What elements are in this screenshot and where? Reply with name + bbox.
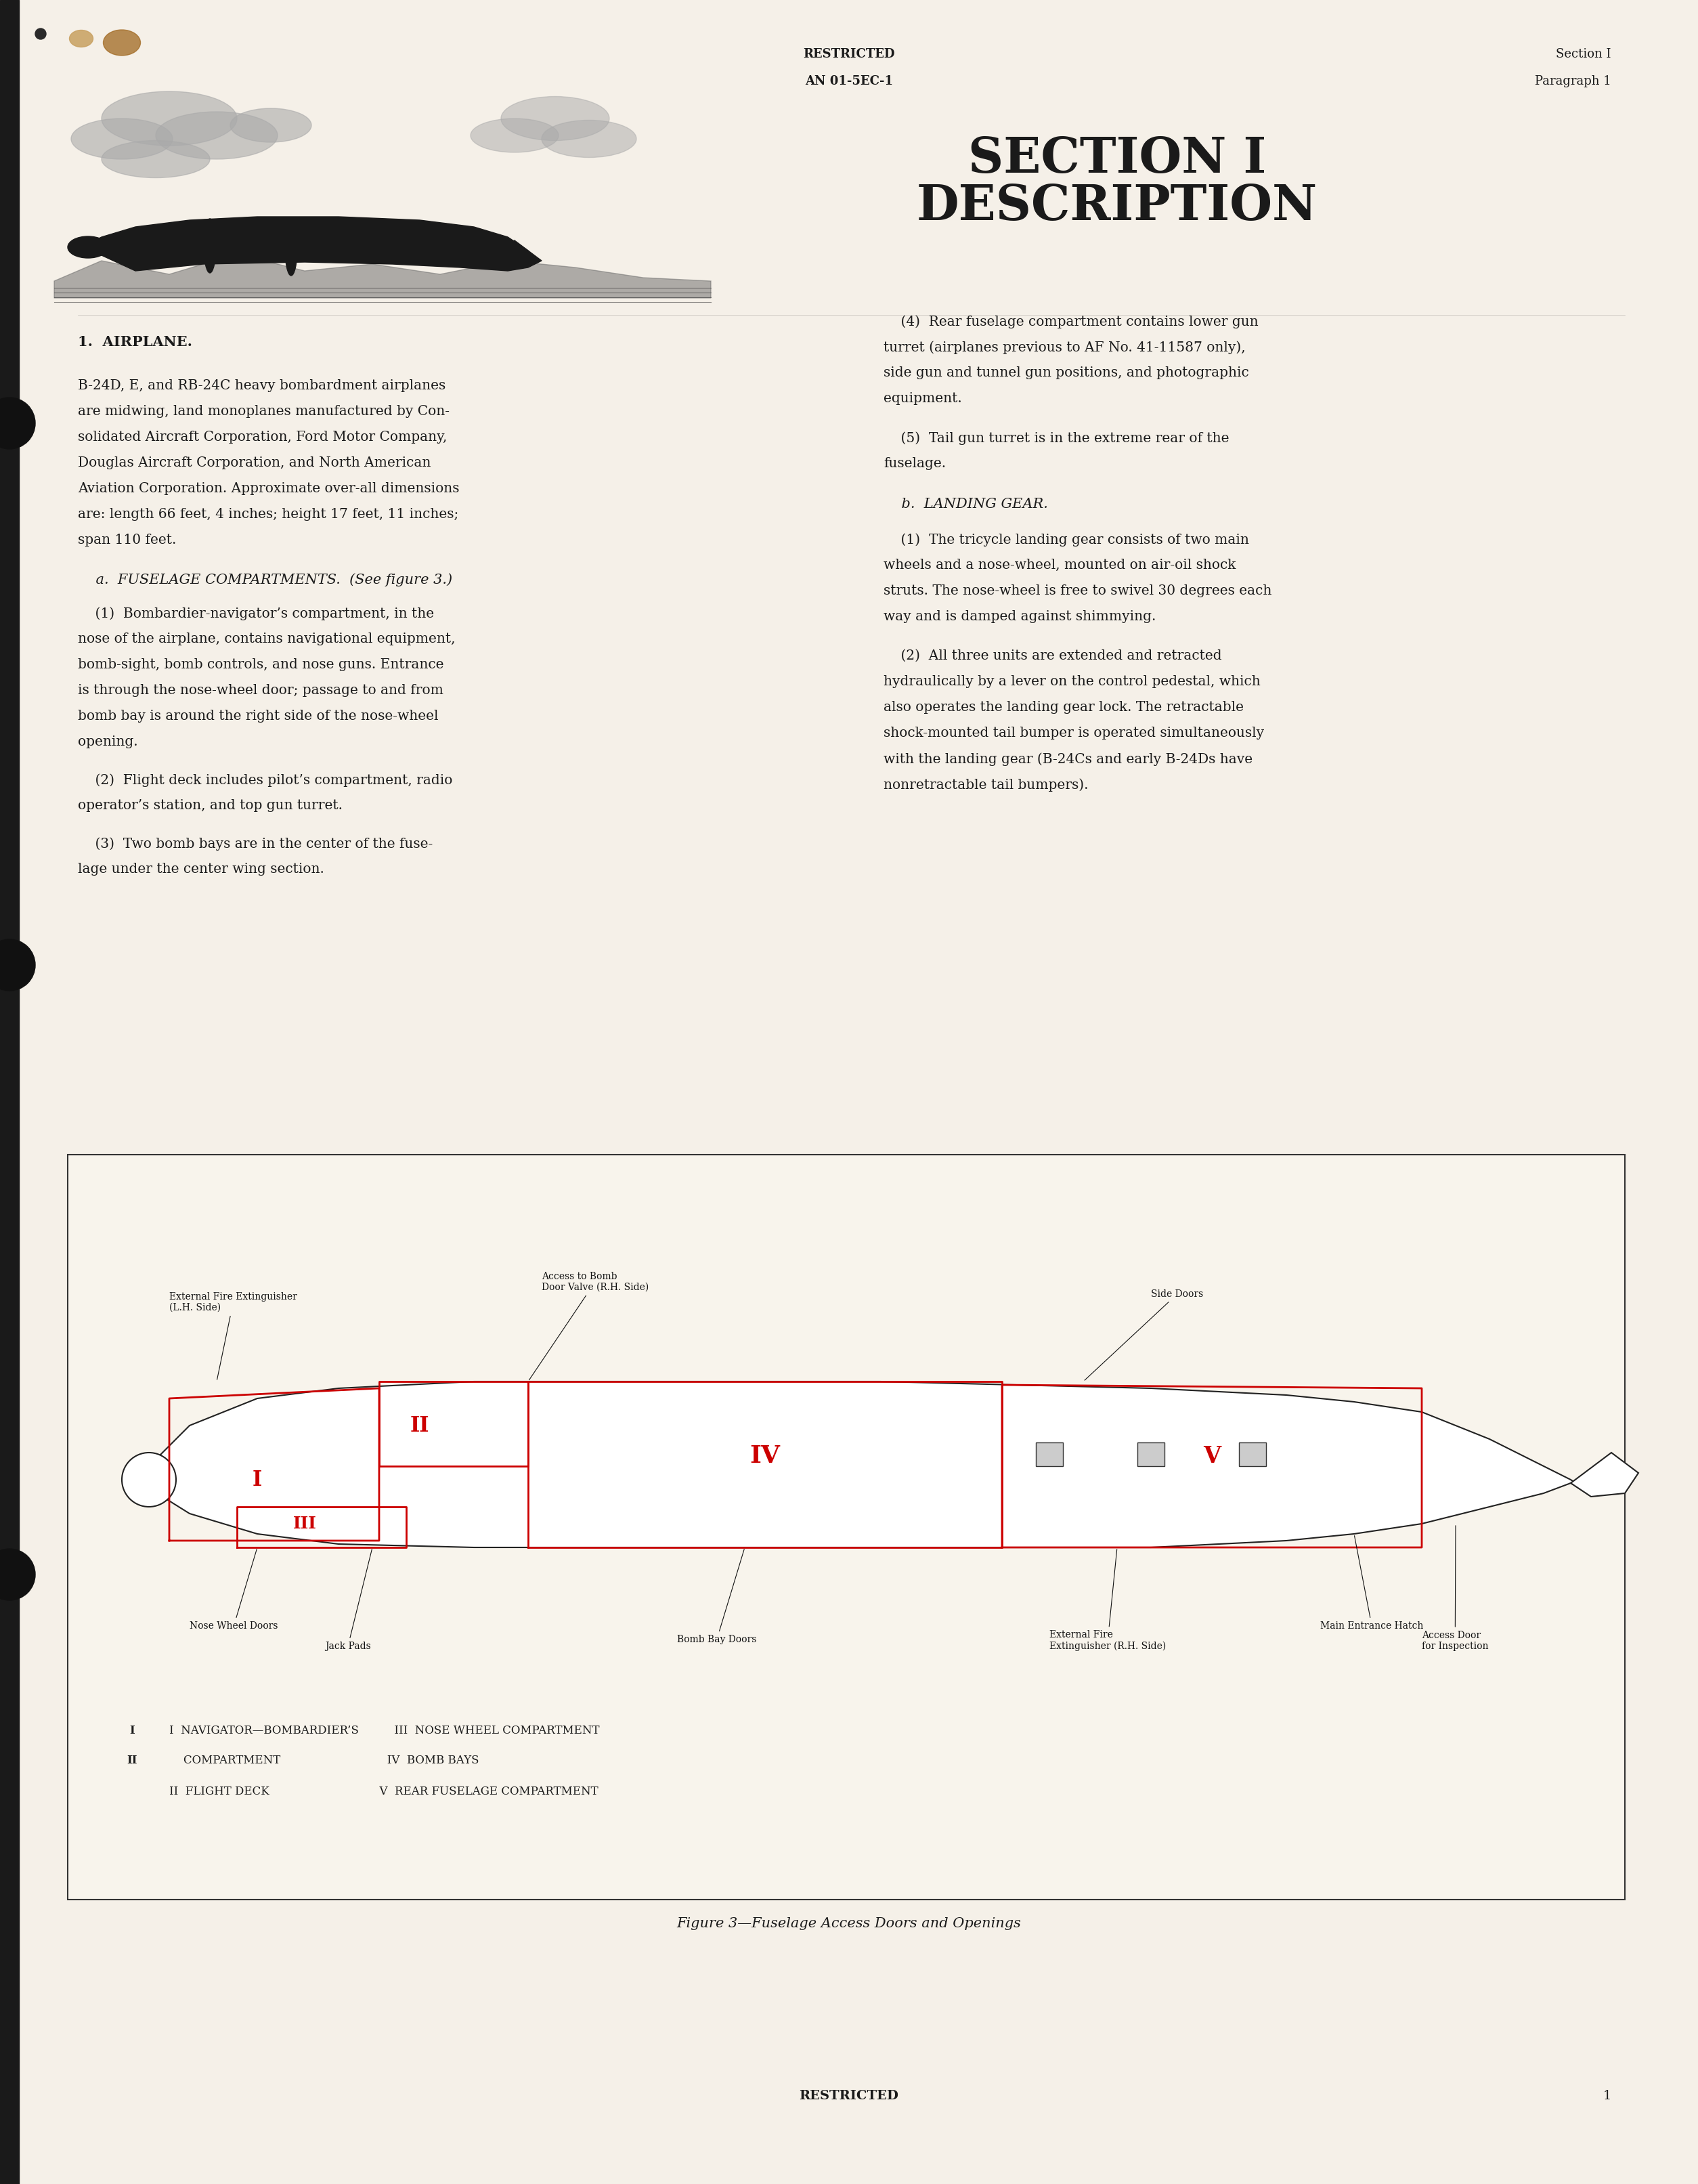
Ellipse shape: [231, 109, 311, 142]
Text: Access Door
for Inspection: Access Door for Inspection: [1421, 1527, 1489, 1651]
Ellipse shape: [285, 221, 297, 275]
Text: bomb-sight, bomb controls, and nose guns. Entrance: bomb-sight, bomb controls, and nose guns…: [78, 657, 443, 670]
Text: 1.  AIRPLANE.: 1. AIRPLANE.: [78, 334, 192, 349]
Text: shock-mounted tail bumper is operated simultaneously: shock-mounted tail bumper is operated si…: [883, 727, 1263, 740]
Ellipse shape: [102, 92, 238, 146]
Text: hydraulically by a lever on the control pedestal, which: hydraulically by a lever on the control …: [883, 675, 1260, 688]
Text: (3)  Two bomb bays are in the center of the fuse-: (3) Two bomb bays are in the center of t…: [78, 836, 433, 850]
Text: Paragraph 1: Paragraph 1: [1535, 74, 1611, 87]
Text: is through the nose-wheel door; passage to and from: is through the nose-wheel door; passage …: [78, 684, 443, 697]
Ellipse shape: [70, 31, 93, 48]
Polygon shape: [136, 1382, 1591, 1548]
Text: II: II: [411, 1415, 430, 1437]
Polygon shape: [82, 216, 542, 271]
Circle shape: [0, 1548, 36, 1601]
Polygon shape: [54, 253, 711, 297]
Text: equipment.: equipment.: [883, 393, 961, 404]
Text: I: I: [253, 1470, 261, 1489]
Circle shape: [0, 397, 36, 450]
Text: turret (airplanes previous to AF No. 41-11587 only),: turret (airplanes previous to AF No. 41-…: [883, 341, 1246, 354]
Text: I  NAVIGATOR—BOMBARDIER’S          III  NOSE WHEEL COMPARTMENT: I NAVIGATOR—BOMBARDIER’S III NOSE WHEEL …: [170, 1725, 599, 1736]
Text: b.  LANDING GEAR.: b. LANDING GEAR.: [883, 498, 1048, 511]
Text: (2)  All three units are extended and retracted: (2) All three units are extended and ret…: [883, 649, 1223, 662]
Ellipse shape: [104, 31, 141, 55]
Text: with the landing gear (B-24Cs and early B-24Ds have: with the landing gear (B-24Cs and early …: [883, 751, 1253, 767]
Text: (1)  Bombardier-navigator’s compartment, in the: (1) Bombardier-navigator’s compartment, …: [78, 607, 435, 620]
Text: II  FLIGHT DECK                               V  REAR FUSELAGE COMPARTMENT: II FLIGHT DECK V REAR FUSELAGE COMPARTME…: [170, 1787, 598, 1797]
Text: External Fire
Extinguisher (R.H. Side): External Fire Extinguisher (R.H. Side): [1049, 1548, 1167, 1651]
Text: V: V: [1204, 1446, 1221, 1468]
Circle shape: [0, 939, 36, 992]
Ellipse shape: [122, 1452, 177, 1507]
Ellipse shape: [501, 96, 610, 140]
Bar: [1138, 1441, 1165, 1465]
Text: I: I: [129, 1725, 134, 1736]
Text: side gun and tunnel gun positions, and photographic: side gun and tunnel gun positions, and p…: [883, 367, 1250, 380]
Text: Aviation Corporation. Approximate over-all dimensions: Aviation Corporation. Approximate over-a…: [78, 483, 460, 496]
Text: bomb bay is around the right side of the nose-wheel: bomb bay is around the right side of the…: [78, 710, 438, 723]
Text: (4)  Rear fuselage compartment contains lower gun: (4) Rear fuselage compartment contains l…: [883, 314, 1258, 328]
Text: lage under the center wing section.: lage under the center wing section.: [78, 863, 324, 876]
Text: Access to Bomb
Door Valve (R.H. Side): Access to Bomb Door Valve (R.H. Side): [530, 1271, 649, 1380]
Text: also operates the landing gear lock. The retractable: also operates the landing gear lock. The…: [883, 701, 1243, 714]
Text: Nose Wheel Doors: Nose Wheel Doors: [190, 1548, 278, 1631]
Bar: [1240, 1441, 1267, 1465]
Text: III: III: [292, 1516, 316, 1531]
Bar: [68, 1155, 1625, 1900]
Text: Douglas Aircraft Corporation, and North American: Douglas Aircraft Corporation, and North …: [78, 456, 431, 470]
Text: operator’s station, and top gun turret.: operator’s station, and top gun turret.: [78, 799, 343, 812]
Bar: [1036, 1441, 1063, 1465]
Ellipse shape: [102, 140, 211, 177]
Text: (2)  Flight deck includes pilot’s compartment, radio: (2) Flight deck includes pilot’s compart…: [78, 773, 452, 786]
Polygon shape: [1571, 1452, 1639, 1496]
Text: nonretractable tail bumpers).: nonretractable tail bumpers).: [883, 778, 1088, 791]
Text: wheels and a nose-wheel, mounted on air-oil shock: wheels and a nose-wheel, mounted on air-…: [883, 559, 1236, 572]
Polygon shape: [170, 236, 474, 258]
Text: opening.: opening.: [78, 736, 138, 749]
Text: (5)  Tail gun turret is in the extreme rear of the: (5) Tail gun turret is in the extreme re…: [883, 432, 1229, 446]
Text: way and is damped against shimmying.: way and is damped against shimmying.: [883, 609, 1156, 622]
Text: RESTRICTED: RESTRICTED: [800, 2090, 898, 2101]
Text: RESTRICTED: RESTRICTED: [803, 48, 895, 61]
Text: (1)  The tricycle landing gear consists of two main: (1) The tricycle landing gear consists o…: [883, 533, 1250, 546]
Text: SECTION I: SECTION I: [968, 135, 1267, 183]
Text: B-24D, E, and RB-24C heavy bombardment airplanes: B-24D, E, and RB-24C heavy bombardment a…: [78, 380, 445, 393]
Text: Main Entrance Hatch: Main Entrance Hatch: [1321, 1535, 1423, 1631]
Text: II: II: [127, 1756, 138, 1767]
Text: Jack Pads: Jack Pads: [324, 1548, 372, 1651]
Text: fuselage.: fuselage.: [883, 456, 946, 470]
Text: AN 01-5EC-1: AN 01-5EC-1: [805, 74, 893, 87]
Bar: [0, 0, 19, 2184]
Text: are: length 66 feet, 4 inches; height 17 feet, 11 inches;: are: length 66 feet, 4 inches; height 17…: [78, 509, 458, 520]
Text: struts. The nose-wheel is free to swivel 30 degrees each: struts. The nose-wheel is free to swivel…: [883, 585, 1272, 596]
Text: a.  FUSELAGE COMPARTMENTS.  (See figure 3.): a. FUSELAGE COMPARTMENTS. (See figure 3.…: [78, 572, 452, 585]
Text: Side Doors: Side Doors: [1085, 1289, 1204, 1380]
Text: COMPARTMENT                              IV  BOMB BAYS: COMPARTMENT IV BOMB BAYS: [170, 1756, 479, 1767]
Circle shape: [36, 28, 46, 39]
Polygon shape: [487, 240, 528, 260]
Text: span 110 feet.: span 110 feet.: [78, 533, 177, 546]
Ellipse shape: [156, 111, 277, 159]
Ellipse shape: [71, 118, 173, 159]
Text: Bomb Bay Doors: Bomb Bay Doors: [678, 1548, 757, 1645]
Text: solidated Aircraft Corporation, Ford Motor Company,: solidated Aircraft Corporation, Ford Mot…: [78, 430, 447, 443]
Ellipse shape: [68, 236, 109, 258]
Text: DESCRIPTION: DESCRIPTION: [917, 183, 1318, 232]
Ellipse shape: [204, 218, 216, 273]
Text: nose of the airplane, contains navigational equipment,: nose of the airplane, contains navigatio…: [78, 633, 455, 646]
Text: Figure 3—Fuselage Access Doors and Openings: Figure 3—Fuselage Access Doors and Openi…: [678, 1918, 1020, 1931]
Ellipse shape: [542, 120, 637, 157]
Text: are midwing, land monoplanes manufactured by Con-: are midwing, land monoplanes manufacture…: [78, 404, 450, 417]
Text: IV: IV: [751, 1444, 781, 1468]
Text: 1: 1: [1603, 2090, 1611, 2101]
Ellipse shape: [470, 118, 559, 153]
Text: Section I: Section I: [1555, 48, 1611, 61]
Text: External Fire Extinguisher
(L.H. Side): External Fire Extinguisher (L.H. Side): [170, 1293, 297, 1380]
